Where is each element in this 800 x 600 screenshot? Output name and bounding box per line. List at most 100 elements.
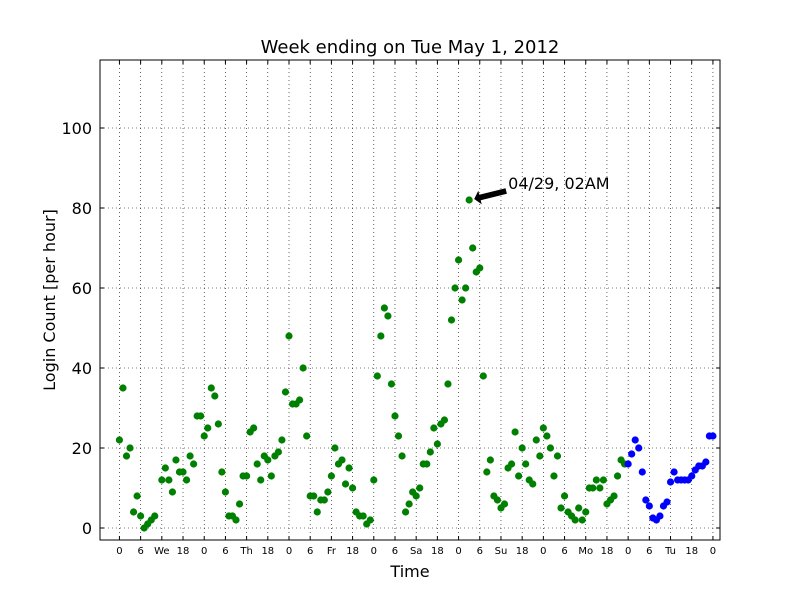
data-point [359, 512, 367, 520]
data-point [200, 432, 208, 440]
data-point [624, 460, 632, 468]
data-point [341, 480, 350, 488]
data-point [165, 476, 173, 484]
x-tick-label: Th [239, 546, 252, 557]
data-point [642, 496, 650, 504]
data-point [511, 428, 519, 436]
data-point [190, 460, 198, 468]
data-point [645, 502, 653, 510]
data-point [592, 476, 600, 484]
data-point [440, 416, 449, 424]
data-point [119, 384, 127, 392]
data-point [412, 492, 420, 500]
data-point [486, 456, 494, 464]
data-point [479, 372, 487, 380]
x-tick-label: 6 [477, 546, 483, 557]
data-point [373, 372, 381, 380]
data-point [532, 436, 540, 444]
annotation-group: 04/29, 02AM [474, 174, 610, 205]
data-point [688, 472, 696, 480]
annotation-label: 04/29, 02AM [508, 174, 609, 193]
data-point [656, 512, 664, 520]
x-tick-label: 6 [561, 546, 567, 557]
data-point [416, 484, 424, 492]
x-tick-label: 0 [371, 546, 377, 557]
x-tick-label: 18 [177, 546, 190, 557]
data-point [348, 484, 357, 492]
x-tick-label: 18 [431, 546, 444, 557]
y-axis-label: Login Count [per hour] [40, 209, 59, 391]
data-point [518, 444, 526, 452]
data-point [267, 472, 275, 480]
data-point [370, 476, 378, 484]
data-point [377, 332, 385, 340]
data-point [243, 472, 251, 480]
data-point [137, 512, 145, 520]
data-point [582, 508, 590, 516]
data-point [264, 456, 272, 464]
data-point [281, 388, 290, 396]
chart-title: Week ending on Tue May 1, 2012 [261, 37, 560, 58]
data-point [161, 464, 169, 472]
data-point [500, 500, 509, 508]
annotation-arrow [474, 188, 507, 205]
data-point [451, 284, 459, 292]
x-tick-label: 18 [685, 546, 698, 557]
data-point [401, 508, 410, 516]
data-point [628, 450, 636, 458]
data-point [338, 456, 346, 464]
data-point [126, 444, 134, 452]
data-point [232, 516, 240, 524]
data-point [345, 464, 353, 472]
x-tick-label: 0 [625, 546, 631, 557]
x-tick-label: Tu [664, 546, 676, 557]
x-tick-label: 6 [392, 546, 398, 557]
x-tick-label: 18 [346, 546, 359, 557]
data-point [550, 472, 558, 480]
data-point [635, 444, 643, 452]
data-point [702, 458, 710, 466]
data-point [469, 244, 477, 252]
data-point [398, 452, 406, 460]
data-point [433, 440, 441, 448]
x-tick-label: 6 [307, 546, 313, 557]
data-point [250, 424, 258, 432]
data-point [571, 516, 579, 524]
data-point [197, 412, 205, 420]
data-point [331, 444, 339, 452]
x-tick-label: Fr [327, 546, 337, 557]
x-tick-label: 18 [261, 546, 274, 557]
data-point [253, 460, 261, 468]
x-tick-label: Mo [578, 546, 593, 557]
data-point [670, 468, 678, 476]
data-point [578, 516, 586, 524]
data-point [426, 448, 434, 456]
data-point [638, 468, 646, 476]
data-points [115, 196, 717, 532]
data-point [522, 460, 530, 468]
x-tick-label: 6 [646, 546, 652, 557]
data-point [115, 436, 124, 444]
data-point [529, 480, 537, 488]
x-tick-label: 0 [286, 546, 292, 557]
data-point [663, 498, 671, 506]
data-point [507, 460, 516, 468]
data-point [575, 504, 583, 512]
data-point [214, 420, 222, 428]
data-point [182, 476, 191, 484]
data-point [394, 432, 403, 440]
data-point [151, 512, 159, 520]
data-point [557, 504, 565, 512]
data-point [610, 492, 618, 500]
data-point [366, 516, 374, 524]
data-point [599, 476, 608, 484]
x-tick-label: 6 [137, 546, 143, 557]
data-point [543, 432, 551, 440]
x-tick-label: 0 [710, 546, 716, 557]
x-tick-label: 0 [201, 546, 207, 557]
x-tick-label: 0 [116, 546, 122, 557]
y-tick-label: 40 [72, 359, 92, 378]
